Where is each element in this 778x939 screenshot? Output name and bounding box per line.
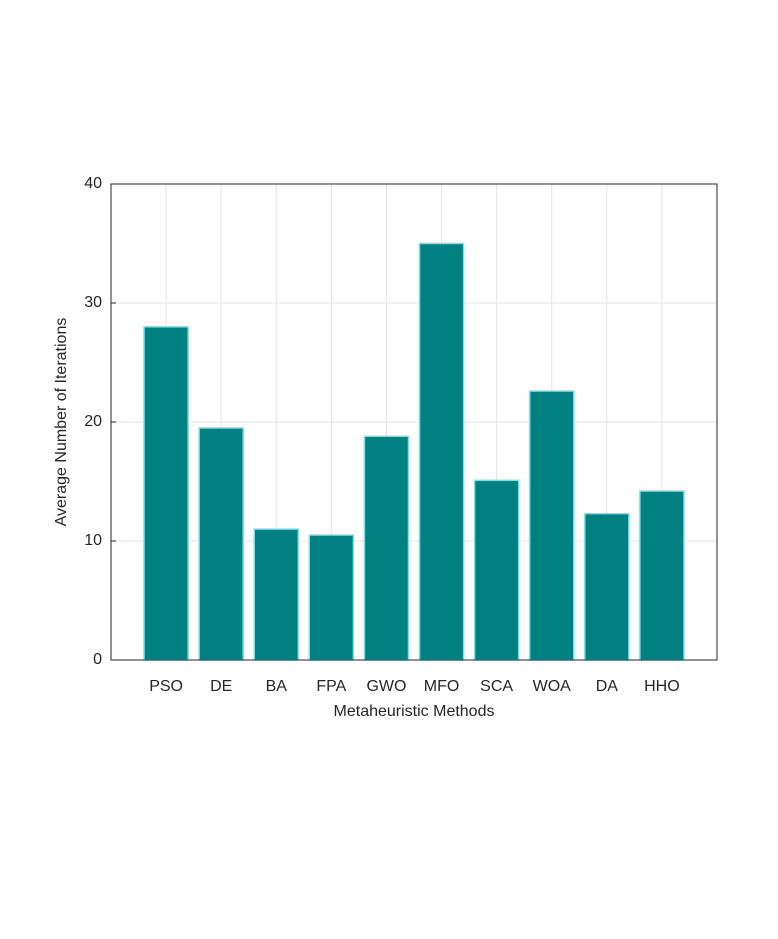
bar (639, 490, 685, 661)
x-tick-label: DA (596, 678, 619, 695)
plot-frame (110, 183, 718, 661)
y-tick-label: 10 (84, 532, 102, 549)
y-tick-label: 0 (93, 651, 102, 668)
bar (418, 242, 465, 661)
x-axis-label: Metaheuristic Methods (334, 703, 495, 720)
bar (198, 427, 244, 661)
y-tick-label: 30 (84, 294, 102, 311)
x-tick-label: DE (210, 678, 232, 695)
bar (363, 435, 410, 661)
bar (143, 326, 189, 661)
x-tick-label: PSO (149, 678, 183, 695)
bar (584, 512, 630, 661)
x-tick-label: FPA (316, 678, 346, 695)
x-tick-label: HHO (644, 678, 680, 695)
x-tick-label: BA (266, 678, 288, 695)
y-tick-label: 20 (84, 413, 102, 430)
bar (528, 390, 575, 661)
x-tick-label: WOA (533, 678, 572, 695)
bar (308, 534, 355, 661)
bar (473, 479, 520, 661)
x-tick-label: SCA (480, 678, 513, 695)
x-tick-label: MFO (424, 678, 460, 695)
y-axis-label: Average Number of Iterations (53, 318, 70, 527)
y-tick-label: 40 (84, 175, 102, 192)
x-tick-label: GWO (366, 678, 406, 695)
bar (253, 528, 300, 661)
